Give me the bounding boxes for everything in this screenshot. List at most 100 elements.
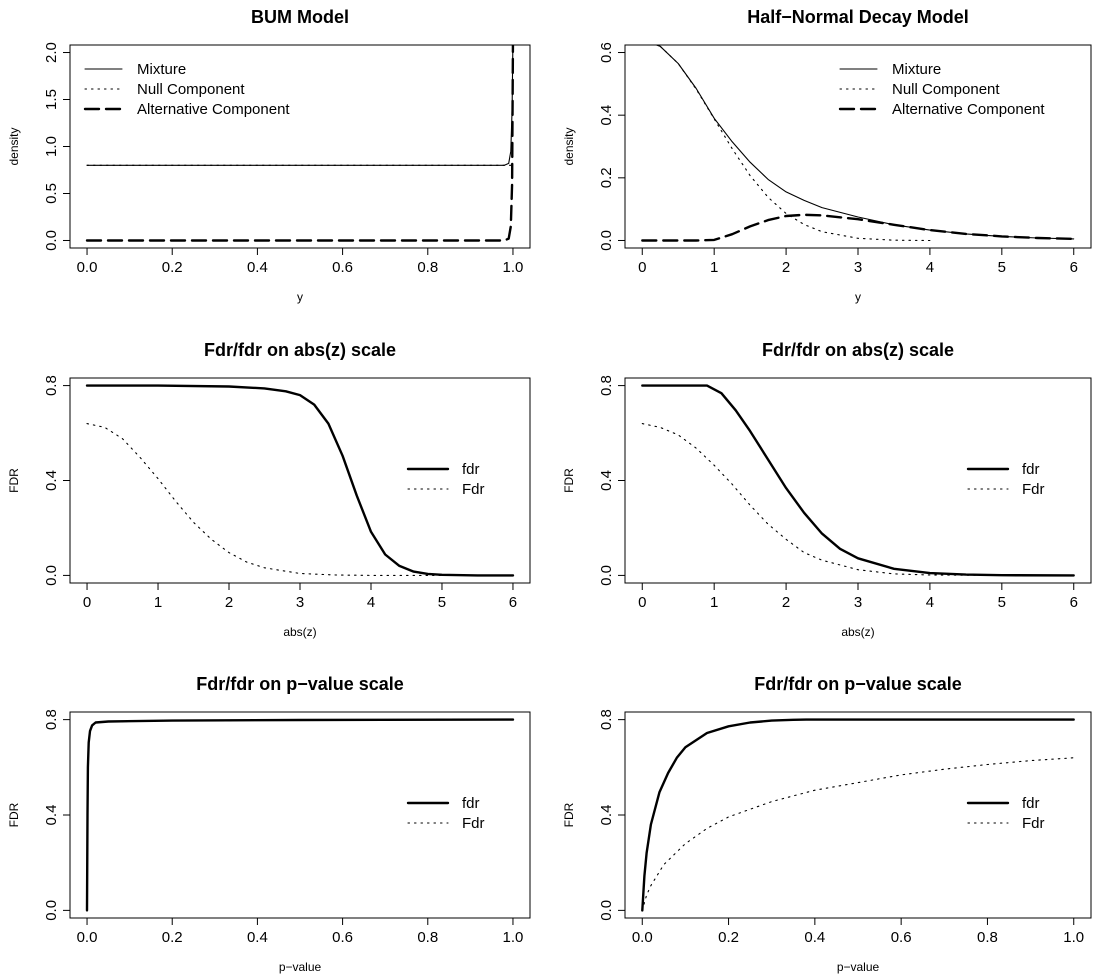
series-line-3 bbox=[85, 45, 515, 242]
x-tick-label: 5 bbox=[998, 594, 1006, 611]
chart-title: Fdr/fdr on abs(z) scale bbox=[762, 340, 954, 360]
x-tick-label: 0.4 bbox=[247, 929, 268, 946]
y-tick-label: 0.0 bbox=[598, 230, 615, 251]
legend-label: fdr bbox=[1022, 795, 1040, 812]
y-axis-label: FDR bbox=[562, 802, 576, 827]
series-line-2 bbox=[641, 423, 1075, 576]
chart-title: Fdr/fdr on p−value scale bbox=[754, 674, 962, 694]
series-group bbox=[641, 718, 1075, 912]
series-line-1 bbox=[641, 718, 1075, 912]
chart-panel-4: Fdr/fdr on abs(z) scale 0 1 2 3 4 5 6 0.0 0.4 0.8 a… bbox=[562, 340, 1092, 639]
x-tick-label: 4 bbox=[926, 259, 934, 276]
x-tick-label: 2 bbox=[225, 594, 233, 611]
legend-label: fdr bbox=[462, 461, 480, 478]
x-tick-label: 2 bbox=[782, 594, 790, 611]
chart-panel-2: Half−Normal Decay Model 0 1 2 3 4 5 6 0.0 0.2 0.4 0… bbox=[562, 7, 1092, 304]
y-axis-label: density bbox=[7, 127, 21, 165]
series-line-2 bbox=[86, 719, 514, 911]
x-tick-label: 5 bbox=[438, 594, 446, 611]
y-tick-label: 0.4 bbox=[598, 105, 615, 126]
x-axis-label: abs(z) bbox=[841, 625, 874, 639]
series-line-2 bbox=[86, 423, 514, 576]
y-tick-label: 0.2 bbox=[598, 167, 615, 188]
legend-label: Fdr bbox=[462, 481, 485, 498]
y-tick-label: 0.0 bbox=[43, 900, 60, 921]
x-tick-label: 6 bbox=[1070, 594, 1078, 611]
y-tick-label: 0.8 bbox=[598, 709, 615, 730]
y-axis-label: FDR bbox=[7, 468, 21, 493]
legend-label: Fdr bbox=[462, 815, 485, 832]
plot-frame bbox=[69, 377, 531, 584]
x-tick-label: 2 bbox=[782, 259, 790, 276]
x-tick-label: 0.6 bbox=[332, 929, 353, 946]
x-tick-label: 0.0 bbox=[632, 929, 653, 946]
x-tick-label: 6 bbox=[509, 594, 517, 611]
y-tick-label: 2.0 bbox=[43, 42, 60, 63]
chart-panel-5: Fdr/fdr on p−value scale 0.0 0.2 0.4 0.6 0.8 1… bbox=[7, 674, 531, 974]
x-axis-label: p−value bbox=[279, 960, 322, 974]
y-tick-label: 0.5 bbox=[43, 183, 60, 204]
series-line-2 bbox=[654, 45, 931, 242]
chart-panel-6: Fdr/fdr on p−value scale 0.0 0.2 0.4 0.6 0.8 1… bbox=[562, 674, 1092, 974]
y-tick-label: 0.0 bbox=[598, 565, 615, 586]
x-tick-label: 5 bbox=[998, 259, 1006, 276]
x-tick-label: 1.0 bbox=[503, 929, 524, 946]
series-group bbox=[85, 384, 515, 577]
legend-label: Alternative Component bbox=[137, 101, 290, 118]
series-group bbox=[641, 384, 1075, 577]
legend-label: Mixture bbox=[137, 61, 186, 78]
x-axis-label: y bbox=[855, 290, 861, 304]
chart-title: Fdr/fdr on abs(z) scale bbox=[204, 340, 396, 360]
x-axis-label: p−value bbox=[837, 960, 880, 974]
y-tick-label: 0.8 bbox=[598, 375, 615, 396]
series-line-2 bbox=[641, 757, 1075, 911]
y-tick-label: 0.8 bbox=[43, 709, 60, 730]
y-tick-label: 0.8 bbox=[43, 375, 60, 396]
y-axis-label: FDR bbox=[562, 468, 576, 493]
y-tick-label: 0.0 bbox=[43, 230, 60, 251]
x-tick-label: 0.0 bbox=[77, 929, 98, 946]
chart-title: BUM Model bbox=[251, 7, 349, 27]
x-axis-label: y bbox=[297, 290, 303, 304]
series-line-1 bbox=[85, 718, 515, 912]
series-group bbox=[641, 45, 1075, 242]
x-tick-label: 1.0 bbox=[503, 259, 524, 276]
y-axis-label: FDR bbox=[7, 802, 21, 827]
x-tick-label: 0.6 bbox=[891, 929, 912, 946]
x-tick-label: 0 bbox=[83, 594, 91, 611]
legend-label: Null Component bbox=[137, 81, 245, 98]
chart-title: Half−Normal Decay Model bbox=[747, 7, 969, 27]
legend-label: Mixture bbox=[892, 61, 941, 78]
y-tick-label: 0.4 bbox=[43, 470, 60, 491]
x-tick-label: 0 bbox=[638, 259, 646, 276]
x-tick-label: 1 bbox=[710, 594, 718, 611]
x-tick-label: 3 bbox=[854, 594, 862, 611]
legend-label: Null Component bbox=[892, 81, 1000, 98]
chart-title: Fdr/fdr on p−value scale bbox=[196, 674, 404, 694]
legend-label: Alternative Component bbox=[892, 101, 1045, 118]
y-tick-label: 0.4 bbox=[598, 470, 615, 491]
x-tick-label: 0.2 bbox=[162, 259, 183, 276]
plot-frame bbox=[69, 711, 531, 919]
y-tick-label: 0.4 bbox=[43, 805, 60, 826]
x-tick-label: 1.0 bbox=[1063, 929, 1084, 946]
legend-label: fdr bbox=[462, 795, 480, 812]
x-tick-label: 1 bbox=[710, 259, 718, 276]
y-axis-label: density bbox=[562, 127, 576, 165]
chart-panel-3: Fdr/fdr on abs(z) scale 0 1 2 3 4 5 6 0.0 0.4 0.8 a… bbox=[7, 340, 531, 639]
legend-label: fdr bbox=[1022, 461, 1040, 478]
y-tick-label: 1.5 bbox=[43, 89, 60, 110]
y-tick-label: 0.0 bbox=[43, 565, 60, 586]
y-tick-label: 1.0 bbox=[43, 136, 60, 157]
x-tick-label: 1 bbox=[154, 594, 162, 611]
series-group bbox=[85, 718, 515, 912]
x-axis-label: abs(z) bbox=[283, 625, 316, 639]
series-line-3 bbox=[641, 213, 1075, 242]
x-tick-label: 0 bbox=[638, 594, 646, 611]
x-tick-label: 3 bbox=[296, 594, 304, 611]
x-tick-label: 4 bbox=[367, 594, 375, 611]
x-tick-label: 6 bbox=[1070, 259, 1078, 276]
x-tick-label: 0.8 bbox=[417, 929, 438, 946]
x-tick-label: 4 bbox=[926, 594, 934, 611]
